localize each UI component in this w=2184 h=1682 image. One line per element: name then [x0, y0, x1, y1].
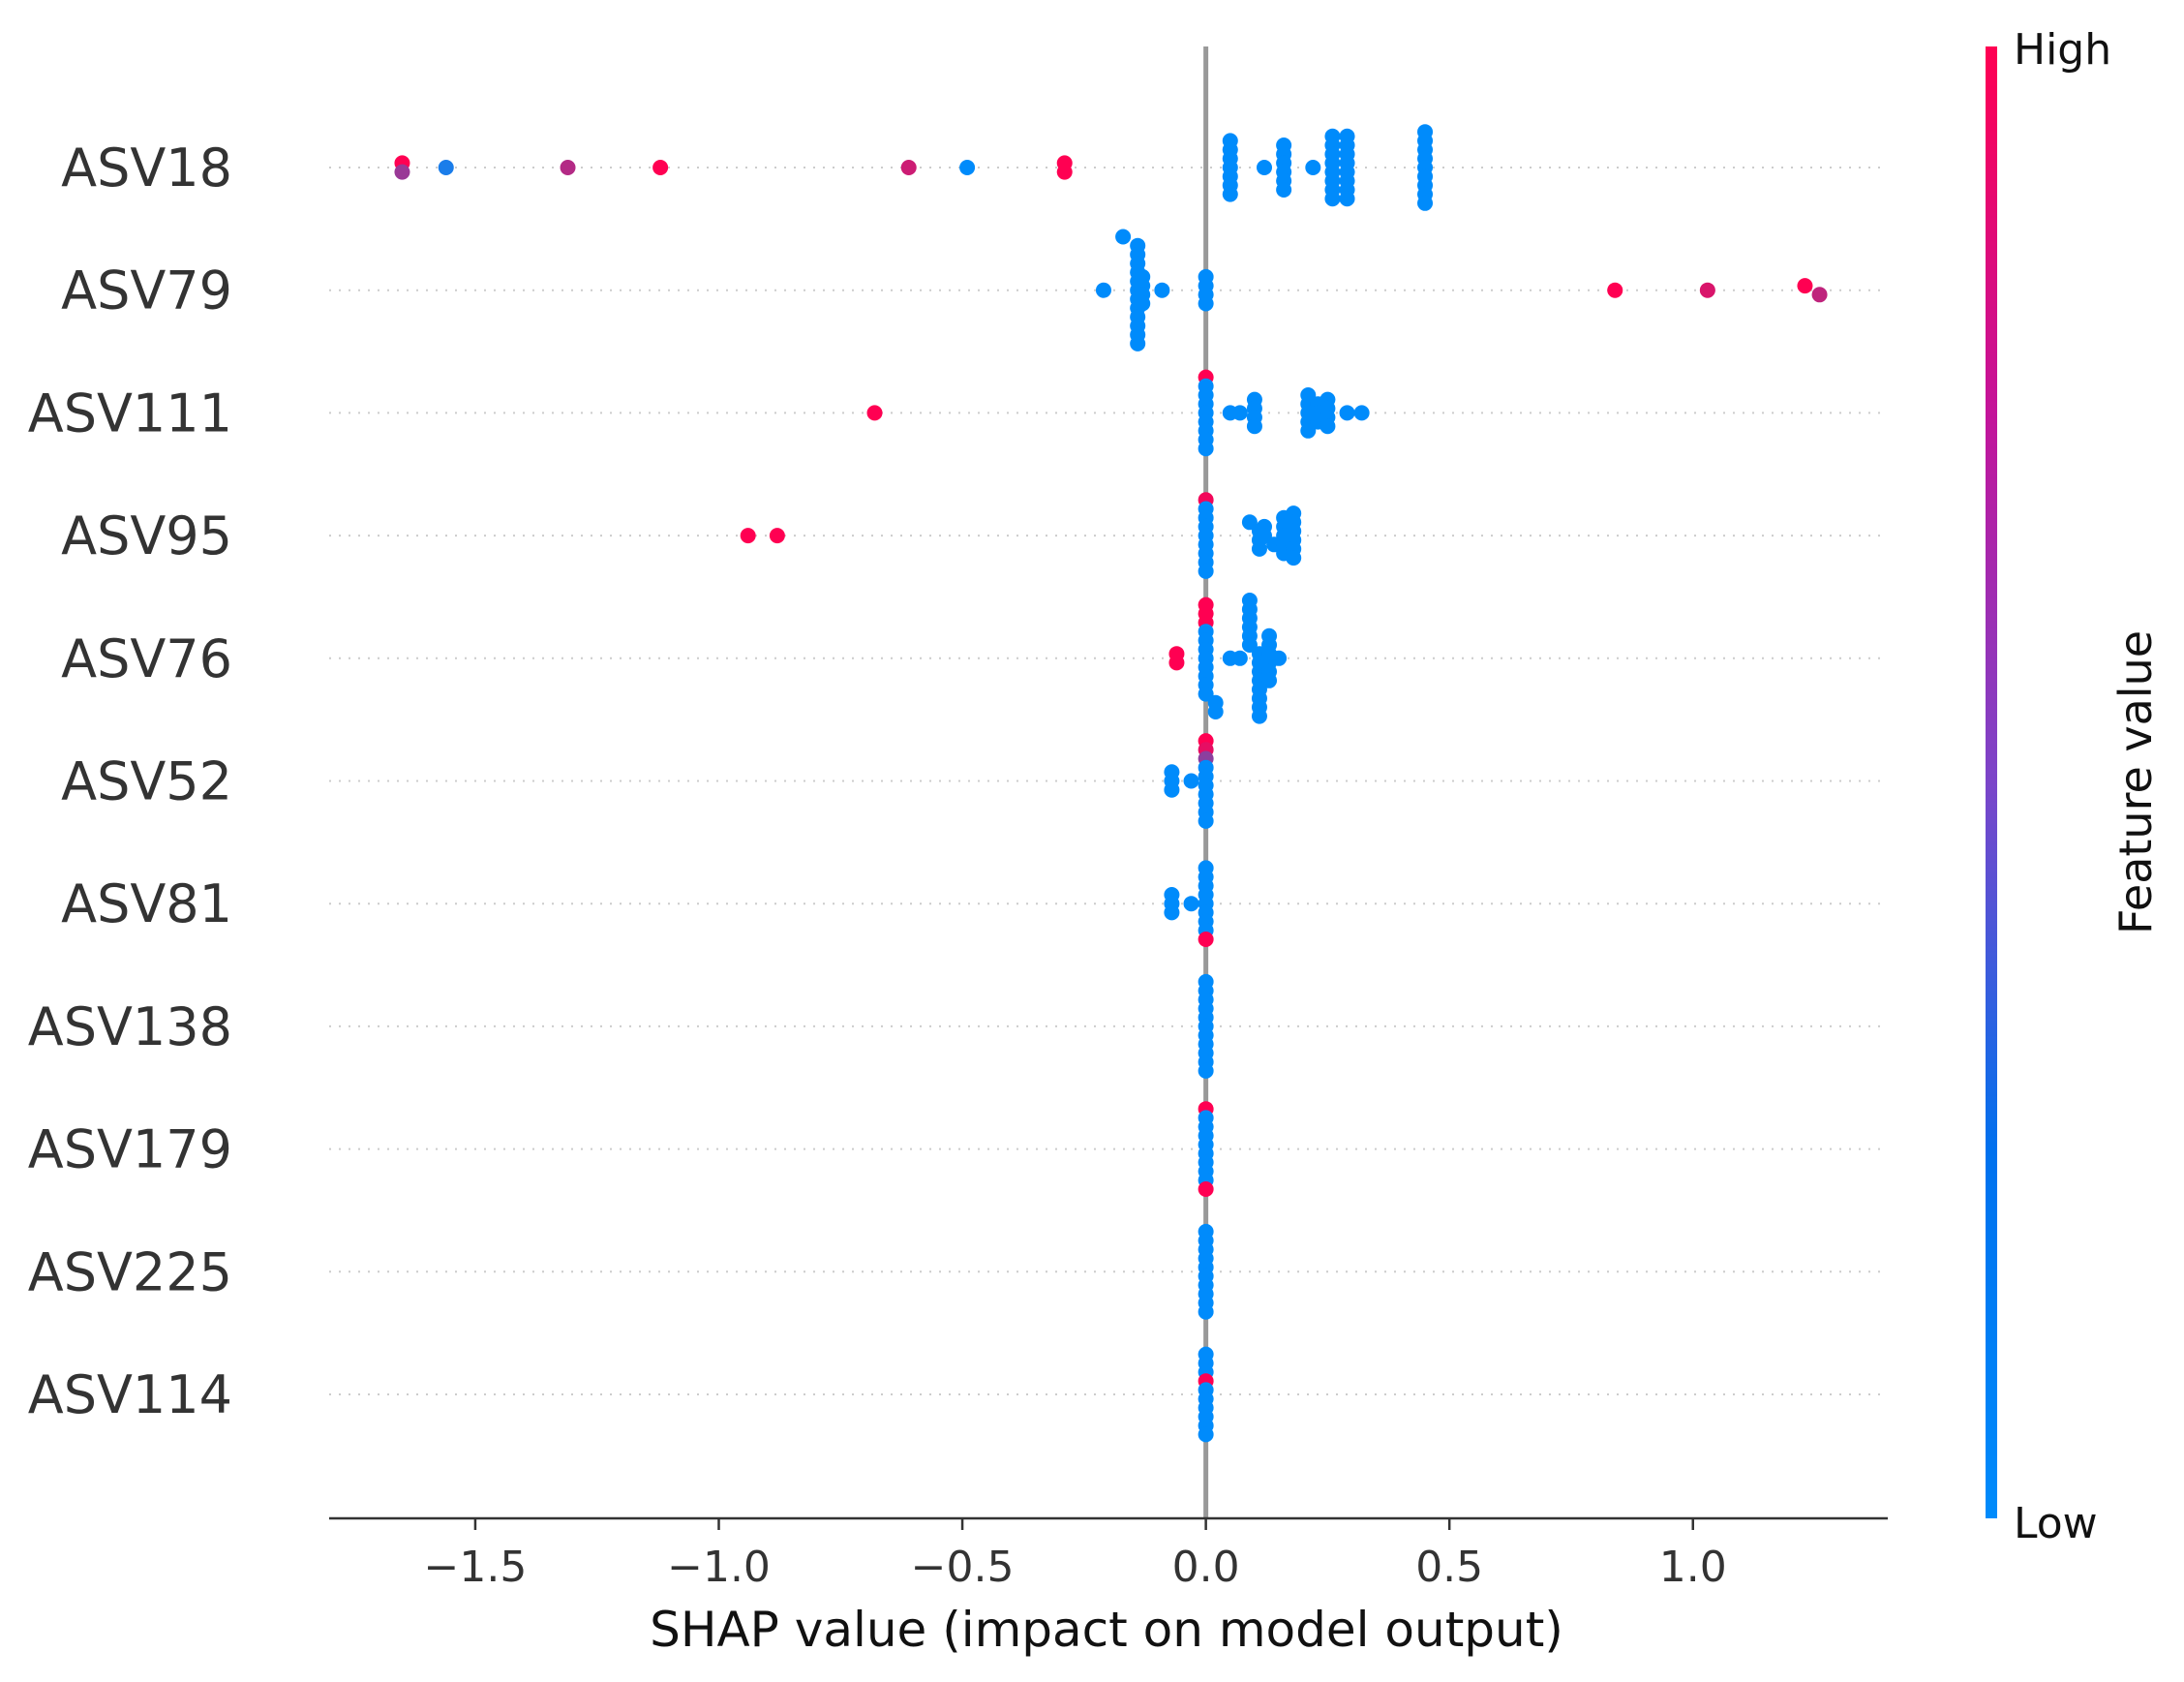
shap-point [394, 164, 410, 180]
feature-label-asv76: ASV76 [61, 628, 232, 689]
shap-point [1607, 282, 1623, 298]
feature-label-asv179: ASV179 [28, 1119, 232, 1180]
shap-point [438, 160, 454, 175]
shap-point [1135, 295, 1151, 312]
shap-point [740, 528, 756, 544]
shap-point [1339, 191, 1355, 207]
shap-point [1095, 282, 1111, 298]
shap-point [1699, 282, 1715, 298]
x-tick-label: 1.0 [1659, 1543, 1727, 1592]
shap-point [1164, 781, 1180, 798]
feature-label-asv18: ASV18 [61, 138, 232, 199]
x-axis-label: SHAP value (impact on model output) [650, 1602, 1563, 1658]
feature-labels: ASV18 ASV79 ASV111 ASV95 ASV76 ASV52 ASV81 ASV1… [28, 138, 232, 1425]
shap-point [1164, 904, 1180, 921]
shap-point [560, 160, 576, 175]
shap-point [1261, 672, 1278, 688]
colorbar [1986, 46, 1997, 1518]
shap-point [1286, 550, 1302, 566]
colorbar-low-label: Low [2014, 1499, 2098, 1548]
shap-point [1324, 191, 1341, 207]
shap-point [1198, 812, 1214, 829]
shap-point [1056, 164, 1073, 180]
shap-point [1417, 195, 1434, 211]
shap-point [1130, 335, 1146, 352]
shap-point [1154, 282, 1170, 298]
shap-point [1198, 441, 1214, 457]
feature-guides [329, 167, 1888, 1395]
shap-point [1320, 418, 1336, 435]
shap-point [1198, 1303, 1214, 1320]
x-ticks: −1.5 −1.0 −0.5 0.0 0.5 1.0 [424, 1518, 1727, 1592]
shap-point [1168, 655, 1185, 671]
shap-point [1339, 405, 1355, 421]
shap-point [1198, 295, 1214, 312]
shap-point [652, 160, 669, 175]
shap-point [1271, 650, 1288, 666]
feature-label-asv225: ASV225 [28, 1241, 232, 1302]
feature-label-asv95: ASV95 [61, 505, 232, 566]
shap-point [1231, 650, 1248, 666]
shap-point [1276, 182, 1292, 198]
shap-point [1198, 1426, 1214, 1443]
shap-point [1115, 229, 1132, 245]
feature-label-asv52: ASV52 [61, 751, 232, 812]
shap-point [1207, 704, 1224, 719]
shap-point [1231, 405, 1248, 421]
shap-point [1222, 186, 1238, 202]
shap-point [1305, 160, 1321, 175]
shap-point [1353, 405, 1370, 421]
colorbar-high-label: High [2014, 25, 2111, 75]
shap-point [1797, 278, 1813, 294]
shap-point [1198, 1062, 1214, 1079]
shap-point [1198, 932, 1214, 947]
shap-point [769, 528, 785, 544]
shap-point [1811, 287, 1828, 303]
feature-label-asv138: ASV138 [28, 996, 232, 1057]
feature-label-asv81: ASV81 [61, 873, 232, 934]
feature-label-asv111: ASV111 [28, 382, 232, 443]
shap-point [1198, 1181, 1214, 1197]
x-tick-label: −1.5 [424, 1543, 528, 1592]
shap-point [1251, 708, 1267, 724]
shap-point [866, 405, 883, 421]
shap-point [1183, 773, 1199, 789]
x-tick-label: −1.0 [667, 1543, 771, 1592]
colorbar-title: Feature value [2109, 630, 2162, 934]
feature-label-asv79: ASV79 [61, 260, 232, 321]
x-tick-label: −0.5 [911, 1543, 1015, 1592]
x-tick-label: 0.5 [1415, 1543, 1483, 1592]
data-points [394, 124, 1828, 1443]
shap-point [900, 160, 917, 175]
shap-point [959, 160, 976, 175]
shap-point [1246, 418, 1262, 435]
shap-point [1257, 160, 1272, 175]
shap-point [1183, 896, 1199, 912]
shap-point [1251, 540, 1267, 557]
x-tick-label: 0.0 [1172, 1543, 1240, 1592]
feature-label-asv114: ASV114 [28, 1364, 232, 1425]
shap-point [1198, 563, 1214, 579]
